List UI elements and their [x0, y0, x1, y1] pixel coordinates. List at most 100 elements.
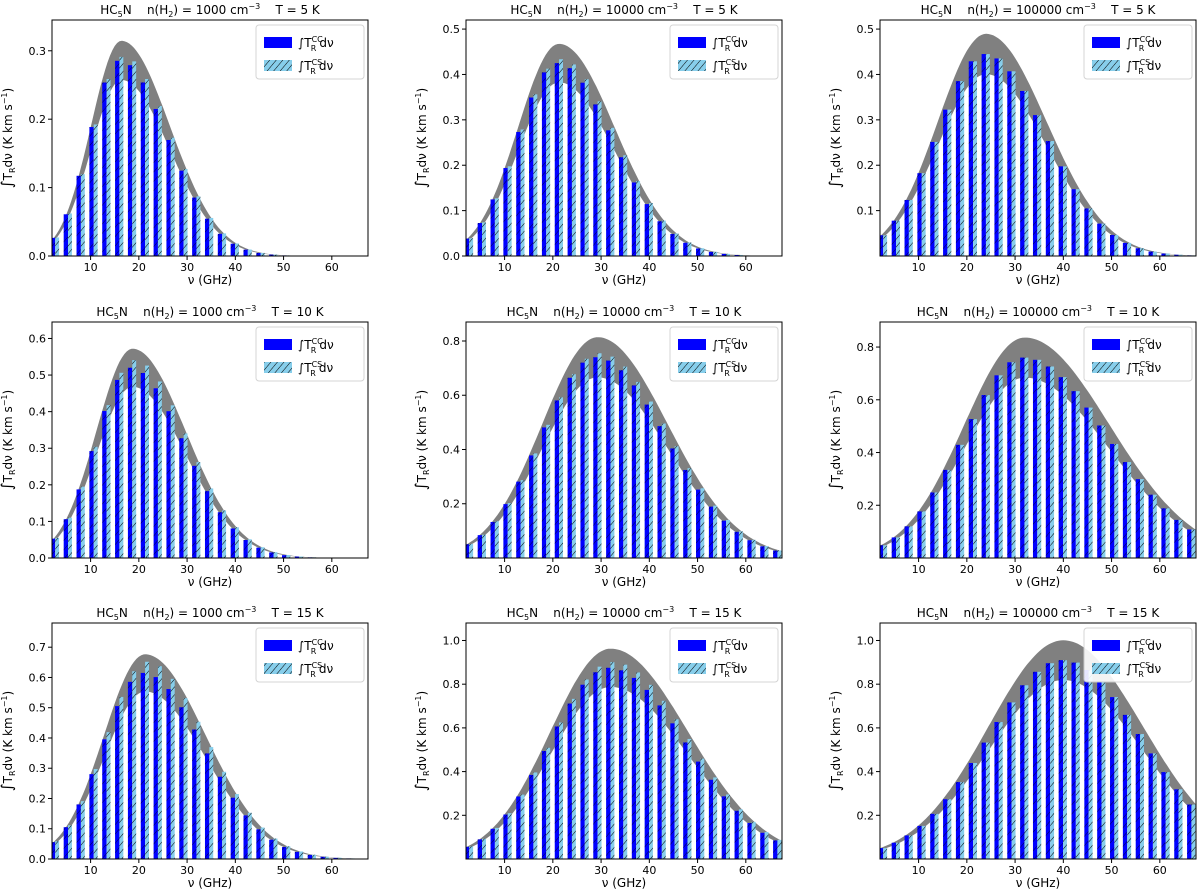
cs-bar — [482, 222, 486, 256]
title-density-value: 1000 — [196, 3, 227, 17]
legend-swatch-cs — [1092, 362, 1120, 373]
title-molecule-sub: 5 — [114, 312, 119, 321]
cc-bar-hatch — [968, 61, 974, 256]
legend-cs-int: ∫T — [1126, 662, 1140, 676]
title-density-unit: cm — [222, 606, 244, 620]
cs-bar — [1011, 702, 1016, 859]
cs-bar — [247, 249, 252, 256]
cs-bar — [183, 698, 188, 859]
cc-bar-hatch — [1135, 734, 1141, 859]
cc-bar-hatch — [256, 547, 261, 558]
cs-bar — [636, 180, 641, 256]
y-axis-label: ∫TRdν (K km s−1) — [0, 390, 17, 490]
cs-bar — [597, 353, 602, 558]
chart-panel: 10 20 30 40 50 600.20.40.60.8ν (GHz)∫TRdν (K … — [826, 304, 1197, 589]
plot-area — [880, 640, 1196, 859]
cs-bar — [973, 61, 978, 256]
y-tick-label: 0.4 — [443, 68, 461, 81]
cc-bar-hatch — [102, 739, 107, 859]
cc-bar-hatch — [140, 372, 146, 558]
x-axis-label: ν (GHz) — [188, 273, 233, 287]
x-tick-label: 10 — [912, 261, 926, 274]
cc-bar-hatch — [1097, 223, 1102, 256]
cc-bar-hatch — [631, 677, 637, 859]
x-tick-label: 30 — [180, 261, 194, 274]
y-tick-label: 0.2 — [857, 159, 875, 172]
title-density-mid: ) = — [580, 305, 602, 319]
y-axis-label: ∫TRdν (K km s−1) — [412, 390, 431, 490]
cs-bar — [247, 812, 252, 859]
cc-bar-hatch — [127, 367, 133, 558]
cc-bar-hatch — [204, 753, 210, 859]
cc-bar-hatch — [554, 400, 560, 558]
cc-bar-hatch — [1071, 189, 1076, 256]
cs-bar — [1152, 494, 1157, 558]
legend-cs-dv: dν — [1147, 59, 1162, 73]
cs-bar — [934, 813, 939, 859]
cs-bar — [726, 519, 730, 558]
legend-cc-int: ∫T — [298, 36, 312, 50]
cs-bar — [273, 838, 278, 859]
cc-bar-hatch — [593, 672, 598, 859]
cc-bar-hatch — [115, 379, 120, 558]
y-tick-label: 0.2 — [29, 479, 47, 492]
y-tick-label: 0.1 — [443, 205, 461, 218]
cs-bar — [738, 809, 743, 859]
cs-bar — [571, 64, 576, 256]
cc-bar-hatch — [490, 521, 495, 558]
plot-area — [466, 648, 782, 859]
legend-cc-sub: R — [1139, 346, 1145, 355]
title-density-sub: 2 — [985, 613, 990, 622]
y-label-integral: ∫ — [412, 180, 430, 188]
cc-bar-hatch — [734, 810, 739, 859]
title-density-prefix: n(H — [542, 3, 579, 17]
cs-bar — [674, 446, 679, 558]
cs-bar — [1088, 208, 1093, 256]
cc-bar-hatch — [179, 170, 184, 256]
cs-bar — [106, 79, 111, 256]
x-tick-label: 60 — [739, 563, 753, 576]
y-tick-label: 0.2 — [443, 159, 461, 172]
cs-bar — [157, 381, 162, 558]
x-tick-label: 40 — [642, 563, 656, 576]
cs-bar — [584, 358, 589, 558]
y-tick-label: 0.0 — [443, 250, 461, 263]
cc-bar-hatch — [89, 127, 94, 256]
y-tick-label: 0.8 — [857, 341, 875, 354]
cs-bar — [1178, 789, 1183, 859]
cc-bar-hatch — [930, 492, 935, 558]
legend-swatch-cs — [678, 60, 706, 71]
cs-bar — [1114, 443, 1119, 558]
y-tick-label: 0.0 — [29, 552, 47, 565]
y-axis-label: ∫TRdν (K km s−1) — [0, 691, 17, 791]
cs-bar — [1037, 671, 1042, 859]
cs-bar — [546, 68, 551, 256]
title-density-exp: −3 — [1084, 2, 1096, 11]
cc-bar-hatch — [52, 538, 56, 558]
plot-area — [466, 337, 782, 558]
cs-bar — [738, 531, 743, 558]
cc-bar-hatch — [1058, 377, 1063, 558]
legend-cs-sub: R — [310, 369, 316, 378]
title-density-mid: ) = — [170, 606, 192, 620]
cs-bar — [985, 742, 990, 859]
x-tick-label: 60 — [1153, 261, 1167, 274]
cc-bar-hatch — [166, 139, 171, 256]
cc-bar-hatch — [760, 546, 765, 558]
cc-bar-hatch — [880, 235, 884, 256]
title-molecule: HC — [507, 606, 524, 620]
x-tick-label: 40 — [1056, 563, 1070, 576]
cs-bar — [145, 661, 150, 859]
cc-bar-hatch — [904, 526, 909, 558]
legend-cc-sup: CC — [1140, 638, 1152, 647]
cc-bar-hatch — [153, 677, 158, 859]
cs-bar — [55, 537, 60, 558]
cs-bar — [610, 127, 615, 256]
cs-bar — [93, 769, 98, 859]
cs-bar — [934, 141, 939, 256]
x-tick-label: 20 — [546, 563, 560, 576]
x-tick-label: 60 — [325, 563, 339, 576]
cc-bar-hatch — [606, 360, 611, 558]
